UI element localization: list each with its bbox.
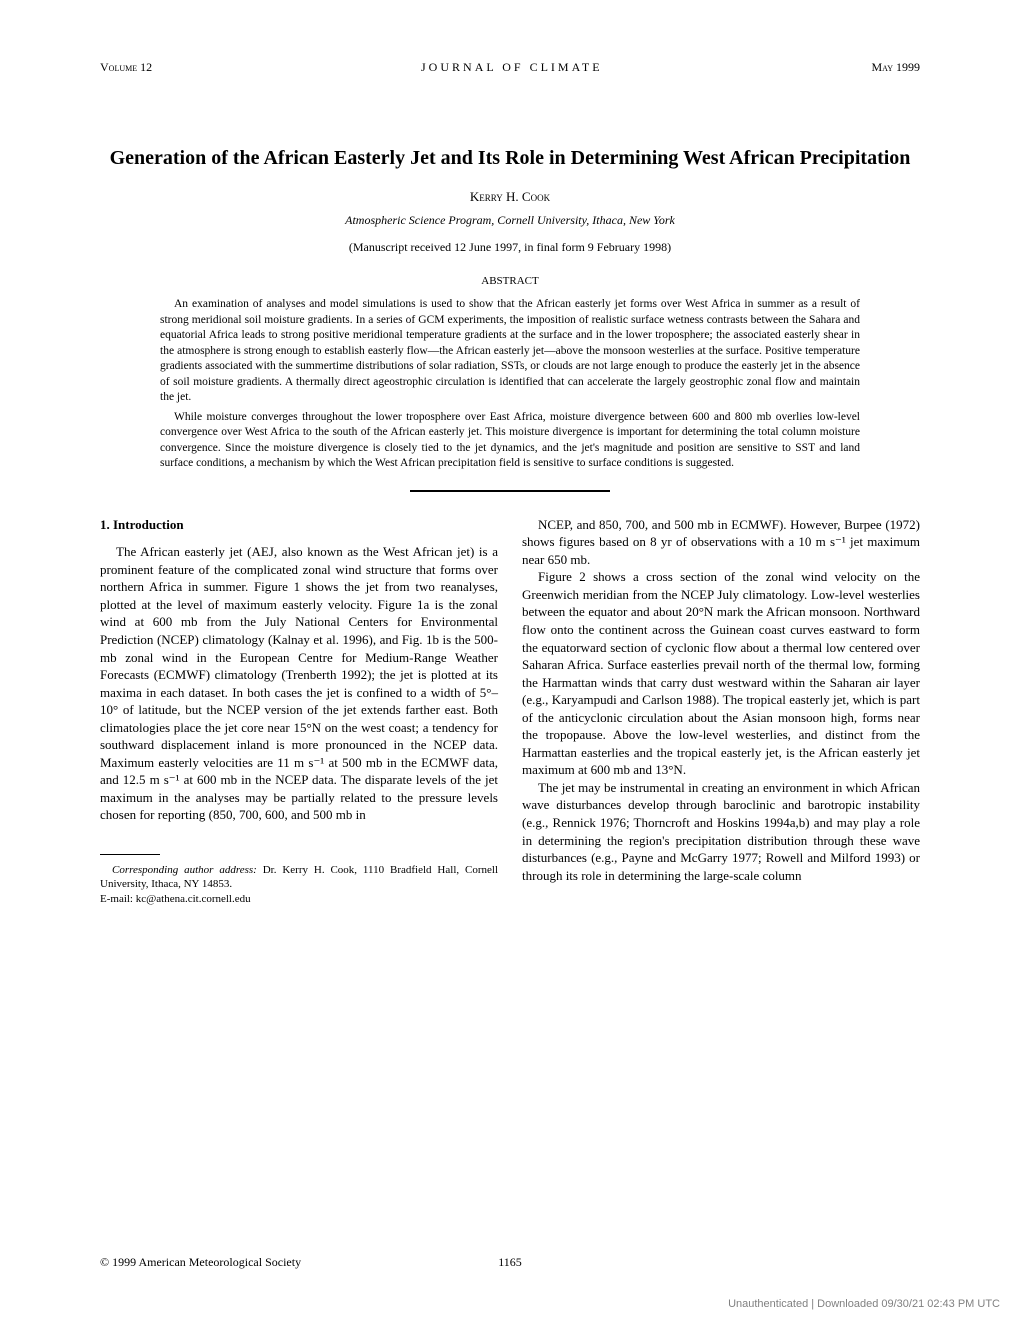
abstract-paragraph: An examination of analyses and model sim… <box>160 297 860 406</box>
header-volume: Volume 12 <box>100 60 152 75</box>
header-journal: JOURNAL OF CLIMATE <box>421 60 603 75</box>
body-columns: 1. Introduction The African easterly jet… <box>100 516 920 906</box>
corresponding-author-footnote: Corresponding author address: Dr. Kerry … <box>100 863 498 906</box>
right-column: NCEP, and 850, 700, and 500 mb in ECMWF)… <box>522 516 920 906</box>
article-title: Generation of the African Easterly Jet a… <box>100 145 920 171</box>
download-watermark: Unauthenticated | Downloaded 09/30/21 02… <box>728 1298 1000 1310</box>
section-heading: 1. Introduction <box>100 516 498 534</box>
copyright-text: © 1999 American Meteorological Society <box>100 1255 301 1270</box>
author-affiliation: Atmospheric Science Program, Cornell Uni… <box>100 213 920 228</box>
body-paragraph: NCEP, and 850, 700, and 500 mb in ECMWF)… <box>522 516 920 569</box>
section-divider <box>410 490 610 492</box>
body-paragraph: The jet may be instrumental in creating … <box>522 779 920 884</box>
abstract-body: An examination of analyses and model sim… <box>160 297 860 472</box>
abstract-paragraph: While moisture converges throughout the … <box>160 410 860 472</box>
abstract-heading: ABSTRACT <box>100 275 920 287</box>
manuscript-dates: (Manuscript received 12 June 1997, in fi… <box>100 240 920 255</box>
body-paragraph: Figure 2 shows a cross section of the zo… <box>522 568 920 779</box>
page-number: 1165 <box>498 1255 522 1270</box>
footer-row: © 1999 American Meteorological Society 1… <box>100 1255 920 1270</box>
left-column: 1. Introduction The African easterly jet… <box>100 516 498 906</box>
body-paragraph: The African easterly jet (AEJ, also know… <box>100 543 498 824</box>
footnote-rule <box>100 854 160 855</box>
author-name: Kerry H. Cook <box>100 189 920 205</box>
footnote-label: Corresponding author address: <box>112 864 257 876</box>
header-date: May 1999 <box>871 60 920 75</box>
running-header: Volume 12 JOURNAL OF CLIMATE May 1999 <box>100 60 920 75</box>
footnote-email: E-mail: kc@athena.cit.cornell.edu <box>100 892 498 906</box>
